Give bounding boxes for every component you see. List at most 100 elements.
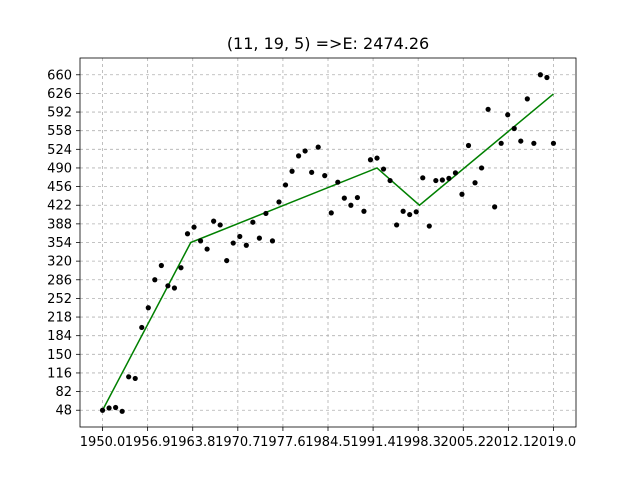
data-point <box>152 277 158 283</box>
data-point <box>184 231 191 237</box>
y-tick-label: 286 <box>47 273 72 288</box>
data-point <box>263 210 269 217</box>
x-tick-label: 1956.9 <box>125 435 171 450</box>
data-point <box>237 233 243 240</box>
data-point <box>518 138 524 144</box>
data-point <box>380 166 387 172</box>
data-point <box>544 74 550 81</box>
x-tick-label: 1998.3 <box>395 435 441 450</box>
x-tick-label: 2005.2 <box>441 435 487 450</box>
y-tick-label: 388 <box>47 217 72 232</box>
data-point <box>452 170 459 176</box>
data-point <box>459 191 465 197</box>
data-point <box>433 177 439 184</box>
data-point <box>145 305 151 311</box>
x-tick-label: 1991.4 <box>350 435 396 450</box>
data-point <box>171 285 178 291</box>
data-point <box>217 222 223 228</box>
data-points <box>99 72 557 414</box>
x-tick-label: 1970.7 <box>215 435 261 450</box>
data-point <box>119 408 125 414</box>
y-tick-label: 558 <box>47 124 72 139</box>
data-point <box>315 144 321 150</box>
y-tick-label: 116 <box>47 366 72 381</box>
y-tick-label: 354 <box>47 236 72 251</box>
data-point <box>99 407 106 413</box>
y-tick-label: 48 <box>55 404 72 419</box>
data-point <box>531 140 537 146</box>
y-tick-label: 592 <box>47 106 72 121</box>
data-point <box>113 404 119 411</box>
data-point <box>550 140 557 146</box>
data-point <box>191 224 197 230</box>
data-point <box>387 177 393 184</box>
data-point <box>132 375 138 382</box>
data-point <box>158 262 164 269</box>
data-point <box>197 238 204 244</box>
y-tick-label: 320 <box>47 255 72 270</box>
data-point <box>361 208 367 214</box>
data-point <box>505 112 511 118</box>
data-point <box>439 177 445 183</box>
data-point <box>367 157 374 163</box>
data-point <box>407 211 413 218</box>
x-tick-label: 1963.8 <box>170 435 216 450</box>
data-point <box>328 210 334 216</box>
y-tick-label: 626 <box>47 87 72 102</box>
fit-line <box>101 93 554 411</box>
data-point <box>126 374 132 380</box>
data-point <box>420 175 426 181</box>
data-point <box>204 246 210 252</box>
data-point <box>139 324 145 331</box>
data-point <box>256 235 262 241</box>
data-point <box>348 202 354 208</box>
fit-line-series <box>101 93 554 411</box>
data-point <box>537 72 543 78</box>
y-tick-label: 490 <box>47 161 72 176</box>
data-point <box>269 238 276 244</box>
y-tick-label: 524 <box>47 143 72 158</box>
data-point <box>492 204 498 210</box>
y-tick-label: 660 <box>47 68 72 83</box>
y-tick-label: 252 <box>47 292 72 307</box>
data-point <box>178 265 184 271</box>
data-point <box>446 175 452 181</box>
data-point <box>276 199 282 205</box>
y-tick-label: 456 <box>47 180 72 195</box>
data-point <box>322 173 328 179</box>
x-tick-label: 1977.6 <box>260 435 306 450</box>
y-tick-label: 422 <box>47 199 72 214</box>
data-point <box>511 125 517 132</box>
data-point <box>524 96 530 102</box>
data-point <box>335 179 341 185</box>
x-tick-label: 2019.0 <box>531 435 577 450</box>
data-point <box>341 195 347 201</box>
y-tick-label: 150 <box>47 348 72 363</box>
data-point <box>394 222 400 228</box>
data-point <box>211 218 217 224</box>
y-tick-label: 184 <box>47 329 72 344</box>
data-point <box>309 169 315 175</box>
data-point <box>465 142 472 149</box>
data-point <box>413 209 419 215</box>
grid-lines <box>80 58 576 427</box>
data-point <box>400 208 406 214</box>
x-tick-label: 1950.0 <box>80 435 126 450</box>
data-point <box>230 240 236 246</box>
data-point <box>302 148 308 154</box>
x-tick-label: 2012.1 <box>486 435 532 450</box>
data-point <box>498 140 504 146</box>
data-point <box>374 155 380 161</box>
data-point <box>250 219 256 225</box>
data-point <box>106 405 112 411</box>
data-point <box>478 165 485 171</box>
data-point <box>354 194 361 201</box>
data-point <box>295 153 302 159</box>
data-point <box>243 242 249 248</box>
data-point <box>485 106 491 112</box>
y-tick-label: 82 <box>55 385 72 400</box>
y-tick-label: 218 <box>47 311 72 326</box>
